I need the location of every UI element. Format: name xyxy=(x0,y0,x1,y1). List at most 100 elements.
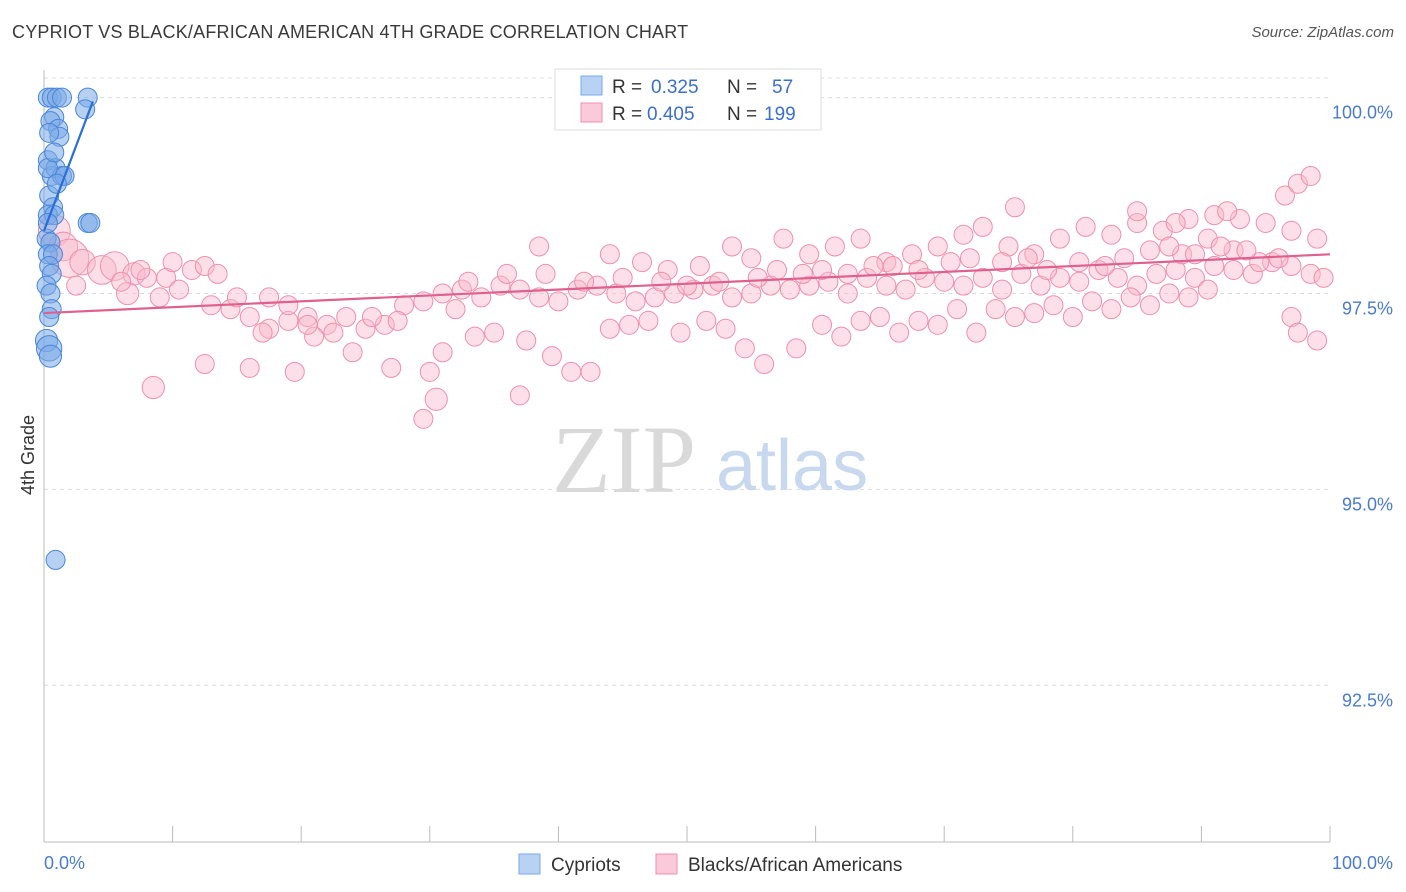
black-point xyxy=(702,275,723,296)
legend-box: R = 0.325 N = 57 R = 0.405 N = 199 xyxy=(554,68,822,131)
black-point xyxy=(1313,267,1334,288)
black-point xyxy=(1223,259,1244,280)
black-point xyxy=(1255,212,1276,233)
black-point xyxy=(966,322,987,343)
black-point xyxy=(1204,205,1225,226)
black-point xyxy=(574,271,595,292)
cypriot-point xyxy=(38,344,63,368)
black-point xyxy=(792,263,813,284)
black-point xyxy=(895,279,916,300)
black-point xyxy=(1004,197,1025,218)
black-point xyxy=(1101,224,1122,245)
black-point xyxy=(1127,201,1148,222)
black-point xyxy=(696,310,717,331)
x-tick-labels: 0.0% 100.0% xyxy=(44,853,1393,873)
black-point xyxy=(1017,248,1038,269)
black-point xyxy=(824,236,845,257)
black-point xyxy=(908,310,929,331)
black-point xyxy=(297,314,318,335)
black-point xyxy=(876,252,897,273)
bottom-legend-blacks: Blacks/African Americans xyxy=(688,855,902,876)
watermark-zip: ZIP xyxy=(552,406,696,513)
black-point xyxy=(631,252,652,273)
black-point xyxy=(715,318,736,339)
black-point xyxy=(1120,287,1141,308)
black-point xyxy=(413,408,434,429)
black-point xyxy=(278,310,299,331)
black-point xyxy=(297,306,318,327)
black-point xyxy=(850,310,871,331)
black-point xyxy=(1062,306,1083,327)
cypriot-point xyxy=(80,212,101,233)
black-point xyxy=(940,252,961,273)
black-point xyxy=(374,314,395,335)
legend-r-label-1: R = xyxy=(612,77,642,98)
black-point xyxy=(812,259,833,280)
black-point xyxy=(1184,244,1205,265)
black-point xyxy=(882,256,903,277)
black-point xyxy=(754,354,775,375)
black-point xyxy=(1236,240,1257,261)
black-point xyxy=(773,228,794,249)
black-point xyxy=(458,271,479,292)
black-point xyxy=(156,267,177,288)
black-point xyxy=(1139,240,1160,261)
black-point xyxy=(239,306,260,327)
black-point xyxy=(1274,185,1295,206)
black-point xyxy=(226,287,247,308)
black-point xyxy=(1024,303,1045,324)
black-point xyxy=(342,342,363,363)
black-point xyxy=(323,322,344,343)
black-point xyxy=(580,361,601,382)
trend-lines xyxy=(42,101,1331,315)
black-point xyxy=(66,275,87,296)
black-point xyxy=(259,318,280,339)
black-trend-line xyxy=(43,253,1331,315)
bottom-legend-swatch-blacks xyxy=(655,853,678,875)
black-point xyxy=(1146,263,1167,284)
legend-r-value-2: 0.405 xyxy=(647,104,695,125)
x-tick-label: 100.0% xyxy=(1332,853,1393,873)
black-point xyxy=(638,310,659,331)
black-point xyxy=(149,287,170,308)
legend-r-label-2: R = xyxy=(612,104,642,125)
black-point xyxy=(586,275,607,296)
black-point xyxy=(998,236,1019,257)
black-point xyxy=(1127,275,1148,296)
black-point xyxy=(529,236,550,257)
black-point xyxy=(1197,228,1218,249)
black-point xyxy=(509,279,530,300)
black-point xyxy=(1217,201,1238,222)
series-cypriots-points xyxy=(34,87,101,570)
black-point xyxy=(786,338,807,359)
black-point xyxy=(561,361,582,382)
black-point xyxy=(947,299,968,320)
black-point xyxy=(612,267,633,288)
black-point xyxy=(548,291,569,312)
black-point xyxy=(857,267,878,288)
black-point xyxy=(529,287,550,308)
legend-r-value-1: 0.325 xyxy=(651,77,699,98)
legend-swatch-blacks xyxy=(580,102,603,123)
watermark-atlas: atlas xyxy=(716,426,868,506)
black-point xyxy=(992,279,1013,300)
black-point xyxy=(876,275,897,296)
black-point xyxy=(953,224,974,245)
black-point xyxy=(207,263,228,284)
black-point xyxy=(509,385,530,406)
bottom-legend: Cypriots Blacks/African Americans xyxy=(518,853,902,876)
black-point xyxy=(464,326,485,347)
black-point xyxy=(1242,263,1263,284)
black-point xyxy=(432,342,453,363)
black-point xyxy=(683,279,704,300)
black-point xyxy=(1197,279,1218,300)
y-tick-label: 92.5% xyxy=(1342,690,1393,710)
black-point xyxy=(934,271,955,292)
black-point xyxy=(599,318,620,339)
black-point xyxy=(484,322,505,343)
cypriot-point xyxy=(46,173,67,194)
black-point xyxy=(381,357,402,378)
black-point xyxy=(1287,173,1308,194)
black-point xyxy=(869,306,890,327)
black-point xyxy=(1004,306,1025,327)
